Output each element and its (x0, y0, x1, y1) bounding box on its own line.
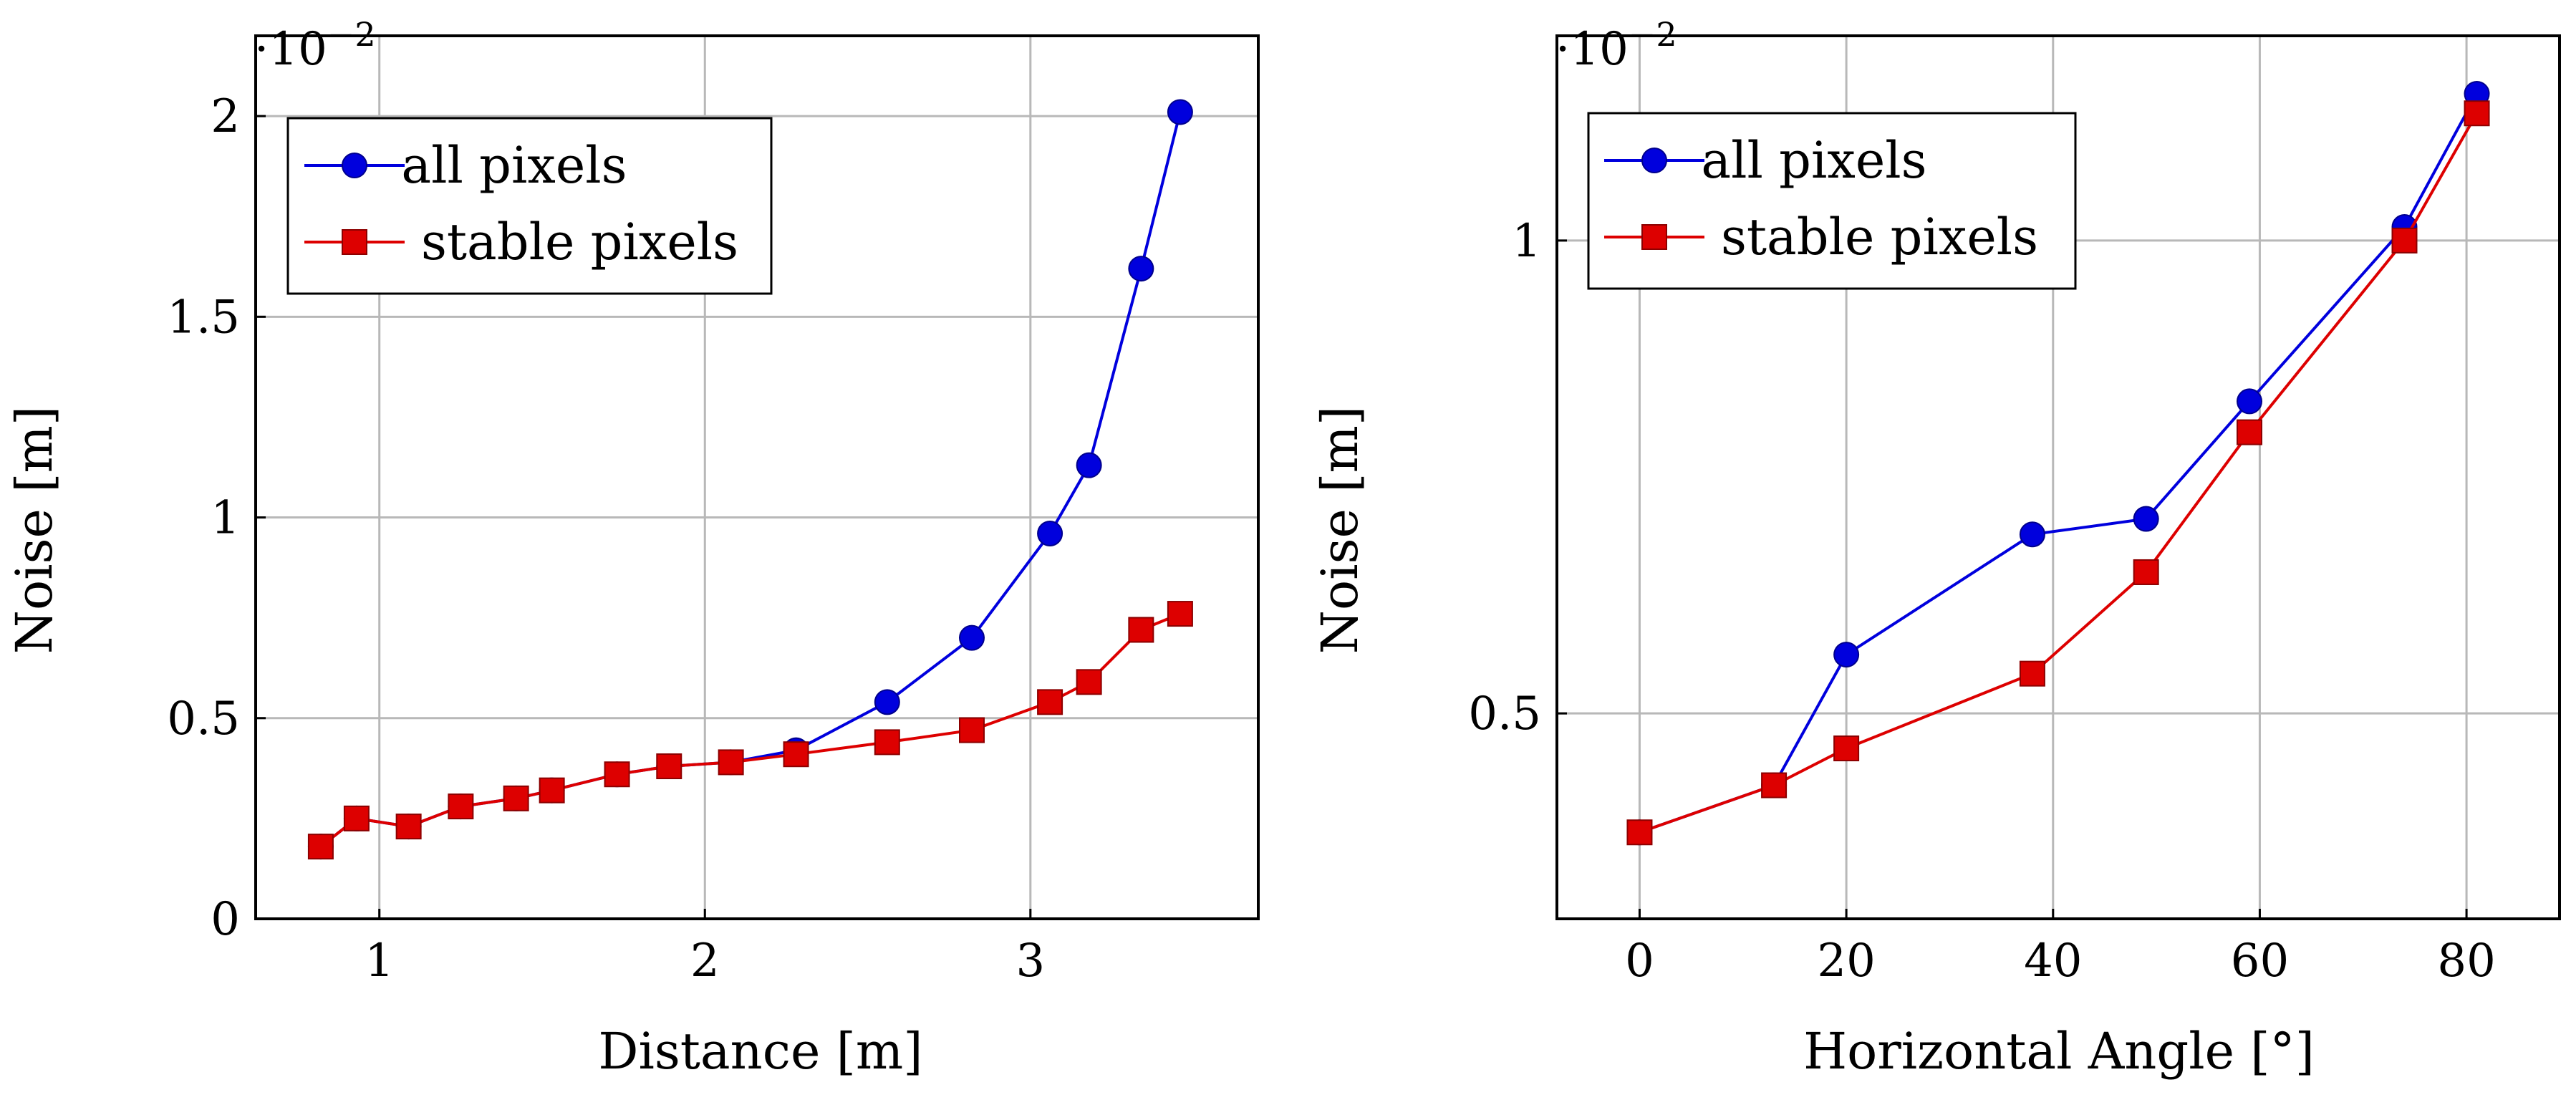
point-all-pixels (2133, 506, 2159, 532)
point-all-pixels (1128, 256, 1154, 282)
legend-label-stable-pixels: stable pixels (421, 213, 738, 271)
point-stable-pixels (1128, 617, 1154, 643)
point-stable-pixels (2237, 419, 2263, 445)
point-stable-pixels (2391, 227, 2418, 254)
point-stable-pixels (2464, 100, 2490, 127)
point-stable-pixels (1037, 689, 1063, 715)
point-stable-pixels (1761, 772, 1788, 799)
point-stable-pixels (395, 814, 422, 840)
point-stable-pixels (718, 749, 744, 776)
legend: all pixels stable pixels (286, 117, 773, 295)
point-stable-pixels (959, 717, 985, 743)
point-all-pixels (1833, 642, 1860, 668)
legend: all pixels stable pixels (1587, 112, 2077, 290)
point-stable-pixels (448, 793, 474, 820)
point-stable-pixels (1626, 819, 1653, 846)
chart-distance: 1 2 3 0 0.5 1 1.5 2 Distance [m] Noise [m] ·10−… (5, 15, 1260, 1081)
y-multiplier: ·10−2 (254, 15, 376, 76)
point-stable-pixels (307, 834, 334, 860)
point-stable-pixels (2133, 559, 2159, 585)
point-stable-pixels (343, 805, 370, 831)
plot-frame (254, 34, 1260, 920)
point-all-pixels (2237, 388, 2263, 415)
legend-box (286, 117, 773, 295)
point-stable-pixels (2019, 660, 2045, 687)
point-stable-pixels (1167, 601, 1193, 627)
legend-marker-all-pixels (1641, 148, 1667, 173)
y-tick-label: 1 (1512, 215, 1541, 268)
y-tick-label: 2 (211, 90, 240, 143)
legend-label-stable-pixels: stable pixels (1721, 208, 2038, 266)
y-axis-label: Noise [m] (1311, 406, 1369, 654)
x-tick-label: 60 (2231, 935, 2289, 988)
point-all-pixels (959, 624, 985, 651)
legend-box (1587, 112, 2077, 290)
legend-label-all-pixels: all pixels (1701, 131, 1926, 190)
y-tick-label: 0 (211, 893, 240, 946)
legend-marker-stable-pixels (342, 229, 367, 255)
x-axis-label: Distance [m] (598, 1022, 922, 1081)
legend-marker-stable-pixels (1641, 224, 1667, 250)
x-axis-label: Horizontal Angle [°] (1803, 1022, 2315, 1081)
y-tick-label: 0.5 (167, 693, 240, 746)
x-tick-label: 1 (365, 935, 394, 988)
point-all-pixels (1167, 99, 1193, 125)
point-stable-pixels (874, 729, 900, 756)
point-stable-pixels (539, 777, 565, 804)
plot-frame (1555, 34, 2561, 920)
y-tick-label: 1 (211, 492, 240, 545)
x-tick-label: 3 (1016, 935, 1045, 988)
x-tick-label: 2 (690, 935, 720, 988)
point-all-pixels (1076, 452, 1102, 478)
y-multiplier: ·10−2 (1555, 15, 1677, 76)
point-all-pixels (2019, 521, 2045, 548)
point-all-pixels (1037, 520, 1063, 546)
series-line-stable-pixels (319, 612, 1181, 848)
y-axis-label: Noise [m] (5, 406, 64, 654)
point-stable-pixels (1076, 669, 1102, 695)
legend-label-all-pixels: all pixels (401, 136, 627, 195)
series-line-all-pixels (1639, 93, 2479, 834)
point-stable-pixels (783, 741, 809, 768)
tick-labels: 0 20 40 60 80 0.5 1 (1468, 215, 2496, 988)
series-layer (307, 99, 1193, 860)
point-all-pixels (874, 689, 900, 715)
tick-labels: 1 2 3 0 0.5 1 1.5 2 (167, 90, 1045, 988)
chart-horizontal-angle: 0 20 40 60 80 0.5 1 Horizontal Angle [°] Noise… (1311, 15, 2561, 1081)
point-stable-pixels (604, 761, 630, 788)
series-layer (1626, 80, 2490, 846)
point-stable-pixels (503, 785, 529, 811)
legend-marker-all-pixels (342, 153, 367, 178)
point-stable-pixels (1833, 735, 1860, 762)
y-tick-label: 0.5 (1468, 688, 1541, 740)
point-stable-pixels (656, 753, 682, 780)
x-tick-label: 0 (1625, 935, 1654, 988)
x-tick-label: 80 (2437, 935, 2495, 988)
y-tick-label: 1.5 (167, 291, 240, 344)
x-tick-label: 20 (1817, 935, 1875, 988)
x-tick-label: 40 (2024, 935, 2082, 988)
